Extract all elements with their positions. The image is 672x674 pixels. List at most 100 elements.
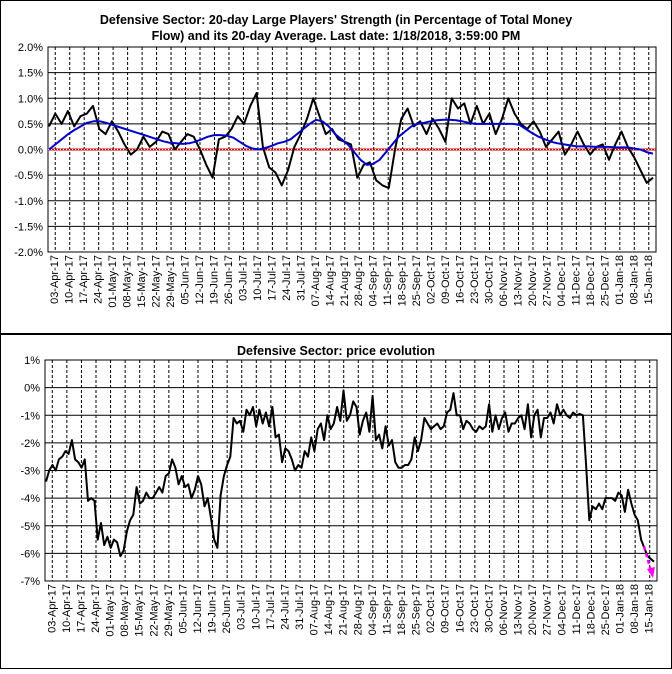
x-tick-label: 11-Sep-17 [382, 255, 394, 306]
x-tick-label: 04-Sep-17 [367, 584, 379, 635]
x-tick-label: 28-Aug-17 [352, 584, 364, 635]
y-tick-label: 1.5% [18, 68, 43, 80]
x-tick-label: 08-Jan-18 [628, 255, 640, 305]
y-tick-label: 1% [24, 355, 40, 367]
x-tick-label: 10-Apr-17 [64, 255, 76, 304]
x-tick-label: 18-Sep-17 [396, 584, 408, 635]
x-tick-label: 31-Jul-17 [295, 255, 307, 301]
x-tick-label: 19-Jun-17 [207, 584, 219, 634]
x-tick-label: 22-May-17 [151, 255, 163, 308]
trend-arrow-head [647, 567, 655, 578]
y-tick-label: -3% [20, 466, 40, 478]
x-tick-label: 31-Jul-17 [294, 584, 306, 630]
bottom-chart-plot: 1% 0% -1% -2% -3% -4% -5% -6% -7% 03-Apr-17 10-Apr… [20, 355, 658, 637]
x-tick-label: 25-Sep-17 [411, 584, 423, 635]
x-tick-label: 23-Oct-17 [469, 584, 481, 633]
x-tick-label: 08-May-17 [119, 584, 131, 637]
x-tick-label: 27-Nov-17 [541, 255, 553, 306]
x-tick-label: 26-Jun-17 [221, 584, 233, 634]
series-line-2 [48, 118, 654, 166]
x-tick-label: 10-Jul-17 [250, 584, 262, 630]
y-tick-label: -1.0% [14, 196, 43, 208]
x-tick-label: 04-Dec-17 [556, 255, 568, 306]
x-tick-label: 01-May-17 [107, 255, 119, 308]
y-tick-label: -1% [20, 410, 40, 422]
x-tick-label: 02-Oct-17 [426, 255, 438, 304]
x-tick-label: 25-Sep-17 [411, 255, 423, 306]
x-tick-label: 18-Dec-17 [585, 255, 597, 306]
x-tick-label: 28-Aug-17 [353, 255, 365, 306]
x-tick-label: 16-Oct-17 [455, 255, 467, 304]
x-tick-label: 07-Aug-17 [309, 584, 321, 635]
y-tick-label: -6% [20, 548, 40, 560]
series-line-1 [48, 92, 654, 189]
x-tick-label: 30-Oct-17 [483, 584, 495, 633]
x-tick-label: 24-Jul-17 [281, 255, 293, 301]
y-tick-label: -7% [20, 576, 40, 588]
x-tick-label: 08-May-17 [122, 255, 134, 308]
x-tick-label: 30-Oct-17 [484, 255, 496, 304]
x-tick-label: 03-Jul-17 [237, 255, 249, 301]
x-tick-label: 01-Jan-18 [615, 584, 627, 634]
x-tick-label: 07-Aug-17 [310, 255, 322, 306]
top-panel-border [0, 0, 672, 334]
x-tick-label: 09-Oct-17 [440, 584, 452, 633]
x-tick-label: 12-Jun-17 [192, 584, 204, 634]
x-tick-label: 15-Jan-18 [644, 584, 656, 634]
series-line-1 [45, 389, 655, 563]
x-tick-label: 10-Apr-17 [61, 584, 73, 633]
x-tick-label: 11-Sep-17 [381, 584, 393, 635]
y-tick-label: -5% [20, 521, 40, 533]
x-tick-label: 04-Sep-17 [368, 255, 380, 306]
x-tick-label: 20-Nov-17 [527, 255, 539, 306]
x-tick-label: 25-Dec-17 [600, 584, 612, 635]
x-tick-label: 05-Jun-17 [180, 255, 192, 305]
y-tick-label: -2.0% [14, 247, 43, 259]
x-tick-label: 14-Aug-17 [324, 255, 336, 306]
x-tick-label: 03-Jul-17 [236, 584, 248, 630]
x-tick-label: 11-Dec-17 [571, 584, 583, 635]
bottom-panel-border [0, 334, 672, 669]
y-tick-label: 1.0% [18, 93, 43, 105]
y-tick-label: 0.5% [18, 119, 43, 131]
x-tick-label: 04-Dec-17 [556, 584, 568, 635]
x-tick-label: 01-May-17 [105, 584, 117, 637]
y-tick-label: -2% [20, 438, 40, 450]
x-tick-label: 19-Jun-17 [208, 255, 220, 305]
x-tick-label: 13-Nov-17 [513, 584, 525, 635]
top-chart-title-line-2: Flow) and its 20-day Average. Last date:… [152, 29, 521, 43]
y-tick-label: -1.5% [14, 221, 43, 233]
y-tick-label: 2.0% [18, 42, 43, 54]
x-tick-label: 29-May-17 [163, 584, 175, 637]
x-tick-label: 18-Dec-17 [585, 584, 597, 635]
bottom-chart-title: Defensive Sector: price evolution [237, 344, 435, 358]
x-tick-label: 08-Jan-18 [629, 584, 641, 634]
x-tick-label: 21-Aug-17 [338, 584, 350, 635]
x-tick-label: 22-May-17 [148, 584, 160, 637]
y-tick-label: 0.0% [18, 145, 43, 157]
x-tick-label: 18-Sep-17 [397, 255, 409, 306]
top-chart-title-line-1: Defensive Sector: 20-day Large Players' … [100, 13, 572, 27]
x-tick-label: 10-Jul-17 [252, 255, 264, 301]
x-tick-label: 15-Jan-18 [643, 255, 655, 305]
x-tick-label: 15-May-17 [136, 255, 148, 308]
x-tick-label: 23-Oct-17 [469, 255, 481, 304]
x-tick-label: 29-May-17 [165, 255, 177, 308]
x-tick-label: 13-Nov-17 [512, 255, 524, 306]
x-tick-label: 17-Apr-17 [75, 584, 87, 633]
x-tick-label: 11-Dec-17 [570, 255, 582, 306]
top-chart-plot: 2.0% 1.5% 1.0% 0.5% 0.0% -0.5% -1.0% -1.5% -2.0%… [14, 42, 657, 308]
x-tick-label: 06-Nov-17 [498, 255, 510, 306]
y-tick-label: -4% [20, 493, 40, 505]
x-tick-label: 03-Apr-17 [46, 584, 58, 633]
x-tick-label: 26-Jun-17 [223, 255, 235, 305]
y-tick-label: -0.5% [14, 170, 43, 182]
x-tick-label: 12-Jun-17 [194, 255, 206, 305]
x-tick-label: 02-Oct-17 [425, 584, 437, 633]
y-tick-label: 0% [24, 383, 40, 395]
x-tick-label: 20-Nov-17 [527, 584, 539, 635]
x-tick-label: 24-Jul-17 [279, 584, 291, 630]
x-tick-label: 15-May-17 [134, 584, 146, 637]
